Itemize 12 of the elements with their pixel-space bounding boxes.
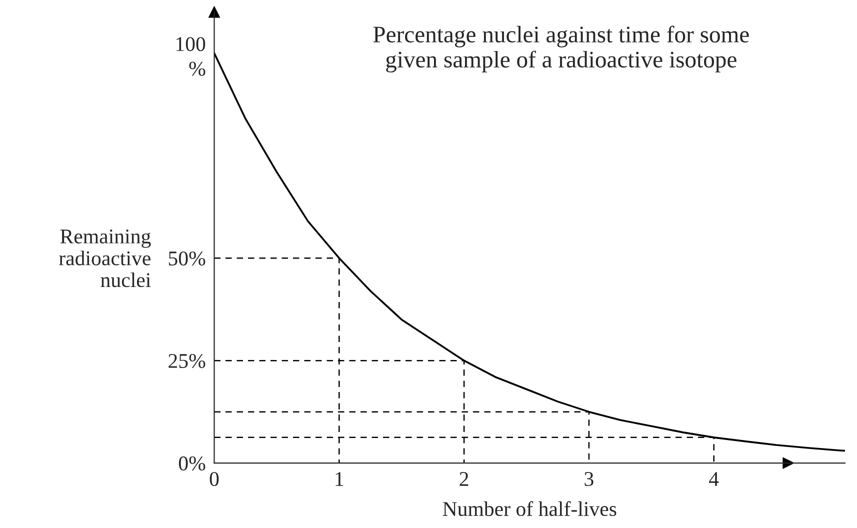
y-tick-label: 25%	[168, 354, 206, 368]
x-axis-title: Number of half-lives	[442, 501, 616, 516]
text: Percentage nuclei against time for some given sample of a radioactive isotope	[373, 26, 749, 72]
y-axis-title: Remaining radioactive nuclei	[59, 230, 151, 288]
x-tick-label: 3	[584, 472, 594, 486]
y-tick-label: 0%	[178, 456, 206, 471]
x-tick-label: 4	[709, 472, 719, 486]
x-tick-label: 0	[210, 472, 219, 486]
x-tick-label: 2	[460, 472, 468, 486]
y-tick-label: 100 %	[176, 37, 206, 76]
y-tick-label: 50%	[168, 251, 206, 266]
x-tick-label: 1	[336, 472, 344, 486]
